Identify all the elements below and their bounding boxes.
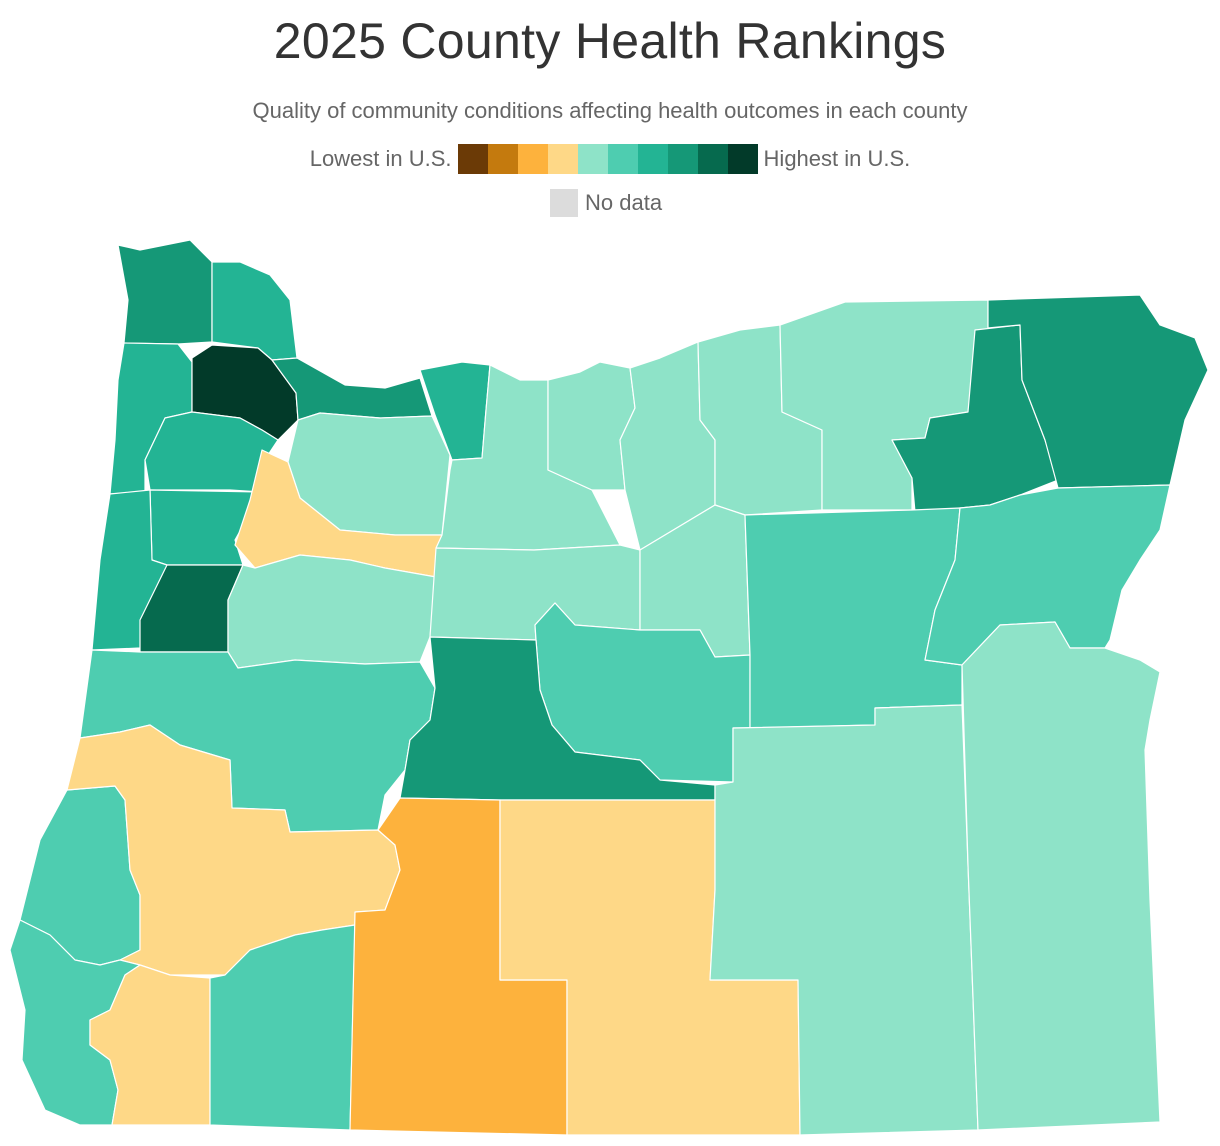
legend-swatch-1 <box>457 144 488 174</box>
legend-swatch-10 <box>727 144 758 174</box>
county-sherman[interactable] <box>547 361 636 491</box>
county-malheur[interactable] <box>961 621 1161 1131</box>
color-legend: Lowest in U.S. Highest in U.S. <box>0 143 1220 175</box>
legend-swatch-4 <box>547 144 578 174</box>
legend-swatch-2 <box>487 144 518 174</box>
county-jackson[interactable] <box>209 924 356 1131</box>
county-baker[interactable] <box>924 484 1171 666</box>
legend-swatch-6 <box>607 144 638 174</box>
legend-swatches <box>457 144 758 174</box>
map-subtitle: Quality of community conditions affectin… <box>252 98 968 123</box>
legend-swatch-5 <box>577 144 608 174</box>
no-data-legend: No data <box>550 188 662 218</box>
county-josephine[interactable] <box>89 964 211 1126</box>
legend-high-label: Highest in U.S. <box>763 146 911 171</box>
county-clatsop[interactable] <box>117 239 213 345</box>
no-data-label: No data <box>585 190 663 215</box>
legend-low-label: Lowest in U.S. <box>309 146 452 171</box>
county-grant[interactable] <box>744 507 963 729</box>
no-data-swatch <box>550 189 578 217</box>
county-linn[interactable] <box>227 554 437 669</box>
legend-swatch-9 <box>697 144 728 174</box>
legend-swatch-8 <box>667 144 698 174</box>
map-title: 2025 County Health Rankings <box>273 13 947 69</box>
legend-swatch-7 <box>637 144 668 174</box>
county-klamath[interactable] <box>349 797 568 1136</box>
legend-swatch-3 <box>517 144 548 174</box>
